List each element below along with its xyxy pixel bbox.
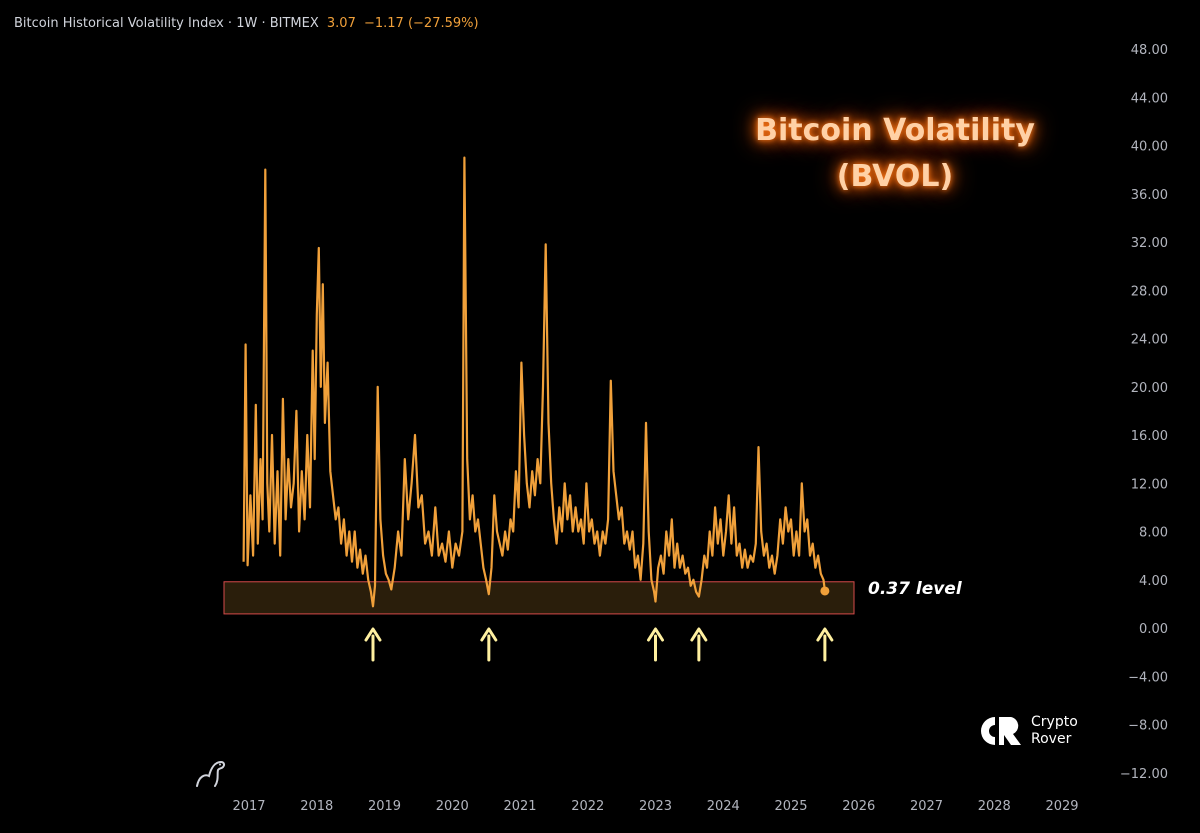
y-axis: 48.00 44.00 40.00 36.00 32.00 28.00 24.00 20.00… — [1120, 43, 1168, 782]
x-tick-label: 2025 — [774, 799, 807, 814]
level-label: 0.37 level — [868, 579, 962, 599]
support-zone — [223, 581, 855, 615]
tradingview-mascot-icon — [196, 760, 226, 787]
y-tick-label: 0.00 — [1139, 622, 1168, 637]
y-tick-label: 8.00 — [1139, 526, 1168, 541]
brand-logo: Crypto Rover — [975, 713, 1078, 749]
up-arrow-icon — [690, 627, 708, 662]
change-value: −1.17 (−27.59%) — [363, 16, 479, 31]
y-tick-label: 40.00 — [1131, 140, 1168, 155]
x-tick-label: 2028 — [978, 799, 1011, 814]
y-tick-label: −12.00 — [1120, 767, 1168, 782]
y-tick-label: 32.00 — [1131, 236, 1168, 251]
overlay-title: Bitcoin Volatility (BVOL) — [700, 108, 1090, 200]
x-tick-label: 2019 — [368, 799, 401, 814]
overlay-title-line1: Bitcoin Volatility — [755, 113, 1035, 148]
y-tick-label: −8.00 — [1128, 719, 1168, 734]
x-tick-label: 2020 — [436, 799, 469, 814]
y-tick-label: 16.00 — [1131, 429, 1168, 444]
y-tick-label: 44.00 — [1131, 91, 1168, 106]
x-tick-label: 2022 — [571, 799, 604, 814]
x-tick-label: 2017 — [232, 799, 265, 814]
cr-logo-icon — [981, 717, 1021, 745]
x-tick-label: 2026 — [842, 799, 875, 814]
up-arrow-icon — [816, 627, 834, 662]
overlay-title-line2: (BVOL) — [836, 159, 954, 194]
x-tick-label: 2018 — [300, 799, 333, 814]
y-tick-label: 4.00 — [1139, 574, 1168, 589]
brand-line2: Rover — [1031, 731, 1072, 747]
up-arrow-icon — [480, 627, 498, 662]
y-tick-label: −4.00 — [1128, 670, 1168, 685]
y-tick-label: 12.00 — [1131, 477, 1168, 492]
last-point-marker — [820, 586, 830, 596]
y-tick-label: 28.00 — [1131, 284, 1168, 299]
up-arrow-icon — [364, 627, 382, 662]
y-tick-label: 36.00 — [1131, 188, 1168, 203]
up-arrow-icon — [647, 627, 664, 662]
x-tick-label: 2021 — [503, 799, 536, 814]
x-tick-label: 2023 — [639, 799, 672, 814]
y-tick-label: 20.00 — [1131, 381, 1168, 396]
x-tick-label: 2027 — [910, 799, 943, 814]
x-axis: 2017 2018 2019 2020 2021 2022 2023 2024 2025 2026… — [232, 799, 1078, 814]
x-tick-label: 2029 — [1045, 799, 1078, 814]
volatility-series-line — [242, 156, 826, 608]
y-tick-label: 24.00 — [1131, 333, 1168, 348]
brand-line1: Crypto — [1031, 714, 1078, 730]
chart-legend: Bitcoin Historical Volatility Index · 1W… — [14, 16, 479, 31]
x-tick-label: 2024 — [707, 799, 740, 814]
y-tick-label: 48.00 — [1131, 43, 1168, 58]
symbol-title: Bitcoin Historical Volatility Index · 1W… — [14, 16, 319, 31]
last-value: 3.07 — [326, 16, 356, 31]
